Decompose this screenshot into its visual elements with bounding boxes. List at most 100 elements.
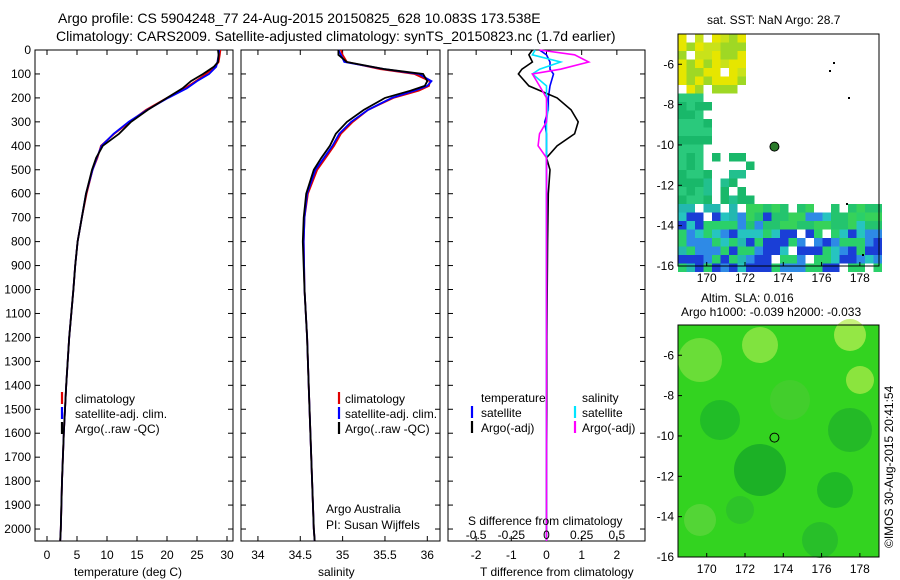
sla-blob: [828, 408, 872, 452]
salinity-legend: climatology satellite-adj. clim. Argo(..…: [337, 392, 437, 436]
sst-cell: [703, 127, 712, 136]
sst-cell: [720, 34, 729, 43]
difference-lines: [517, 49, 591, 541]
sst-cell: [678, 204, 687, 213]
sst-cell: [865, 204, 874, 213]
sst-cell: [805, 212, 814, 221]
sst-cells: [678, 34, 882, 272]
sst-cell: [856, 229, 865, 238]
map-x-tick-label: 178: [850, 562, 870, 576]
sst-cell: [848, 238, 857, 247]
sla-map-ticks: 170 172 174 176 178 -6 -8 -10 -12 -14 -16: [657, 348, 871, 576]
sst-cell: [686, 144, 695, 153]
sst-cell: [686, 212, 695, 221]
sst-cell: [695, 59, 704, 68]
sst-cell: [746, 263, 755, 272]
sst-cell: [873, 229, 882, 238]
map-x-tick-label: 170: [697, 271, 717, 285]
sst-cell: [737, 59, 746, 68]
sst-cell: [678, 119, 687, 128]
sst-cell: [737, 212, 746, 221]
sst-cell: [856, 221, 865, 230]
sst-cell: [729, 246, 738, 255]
sst-cell: [729, 255, 738, 264]
sst-cell: [678, 153, 687, 162]
sst-cell: [873, 238, 882, 247]
sst-cell: [737, 170, 746, 179]
sst-cell: [712, 59, 721, 68]
sst-cell: [780, 204, 789, 213]
sst-cell: [856, 255, 865, 264]
sst-cell: [763, 229, 772, 238]
sst-cell: [686, 221, 695, 230]
s-diff-tick-label: -0.5: [466, 528, 487, 542]
x-tick-label: 0: [543, 548, 550, 562]
sst-cell: [797, 246, 806, 255]
sst-cell: [678, 76, 687, 85]
legend-temp-satellite: satellite: [481, 406, 522, 420]
x-tick-label: 15: [130, 548, 144, 562]
sst-cell: [771, 238, 780, 247]
sst-cell: [737, 76, 746, 85]
map-y-tick-label: -8: [663, 389, 674, 403]
sst-cell: [822, 255, 831, 264]
sst-cell: [686, 119, 695, 128]
map-y-tick-label: -16: [657, 259, 675, 273]
s-diff-tick-labels: -0.5 -0.25 0 0.25 0.5: [466, 528, 626, 542]
legend-argo: Argo(..raw -QC): [345, 422, 430, 436]
depth-tick-label: 700: [11, 211, 31, 225]
salinity-xlabel: salinity: [318, 565, 355, 579]
sst-cell: [695, 178, 704, 187]
sst-cell: [729, 263, 738, 272]
sst-cell: [720, 187, 729, 196]
sst-cell: [695, 170, 704, 179]
sst-cell: [720, 85, 729, 94]
sst-cell: [678, 59, 687, 68]
s-diff-tick-label: 0.25: [570, 528, 594, 542]
x-tick-label: 34: [251, 548, 265, 562]
depth-tick-label: 1200: [4, 330, 31, 344]
sst-cell: [695, 153, 704, 162]
sst-cell: [814, 255, 823, 264]
sla-blob: [684, 504, 716, 536]
sst-cell: [856, 212, 865, 221]
sst-cell: [678, 255, 687, 264]
sst-cell: [729, 195, 738, 204]
sst-cell: [865, 238, 874, 247]
sst-cell: [814, 229, 823, 238]
sst-cell: [746, 212, 755, 221]
sst-cell: [831, 246, 840, 255]
depth-tick-label: 100: [11, 67, 31, 81]
sst-cell: [712, 238, 721, 247]
sst-cell: [703, 102, 712, 111]
sst-cell: [678, 212, 687, 221]
sla-map-frame: [677, 324, 880, 558]
sst-cell: [678, 246, 687, 255]
depth-tick-label: 1400: [4, 378, 31, 392]
x-tick-label: 34.5: [289, 548, 313, 562]
depth-tick-label: 1300: [4, 354, 31, 368]
sst-cell: [686, 238, 695, 247]
salinity-ticks: 34 34.5 35 35.5 36: [241, 49, 440, 562]
map-x-tick-label: 178: [850, 271, 870, 285]
series-line-argo-raw-qc-: [301, 50, 429, 542]
sst-cell: [788, 212, 797, 221]
sst-cell: [848, 246, 857, 255]
x-tick-label: 20: [160, 548, 174, 562]
sst-cell: [763, 263, 772, 272]
sst-cell: [831, 221, 840, 230]
map-x-tick-label: 176: [812, 271, 832, 285]
sst-cell: [873, 246, 882, 255]
sst-cell: [703, 119, 712, 128]
sst-cell: [822, 212, 831, 221]
sst-cell: [848, 221, 857, 230]
sst-cell: [763, 212, 772, 221]
depth-tick-label: 1600: [4, 426, 31, 440]
sst-cell: [678, 127, 687, 136]
sst-cell: [746, 204, 755, 213]
sst-cell: [737, 238, 746, 247]
sst-cell: [729, 76, 738, 85]
map-y-tick-label: -12: [657, 178, 675, 192]
sst-cell: [839, 246, 848, 255]
sst-cell: [873, 263, 882, 272]
